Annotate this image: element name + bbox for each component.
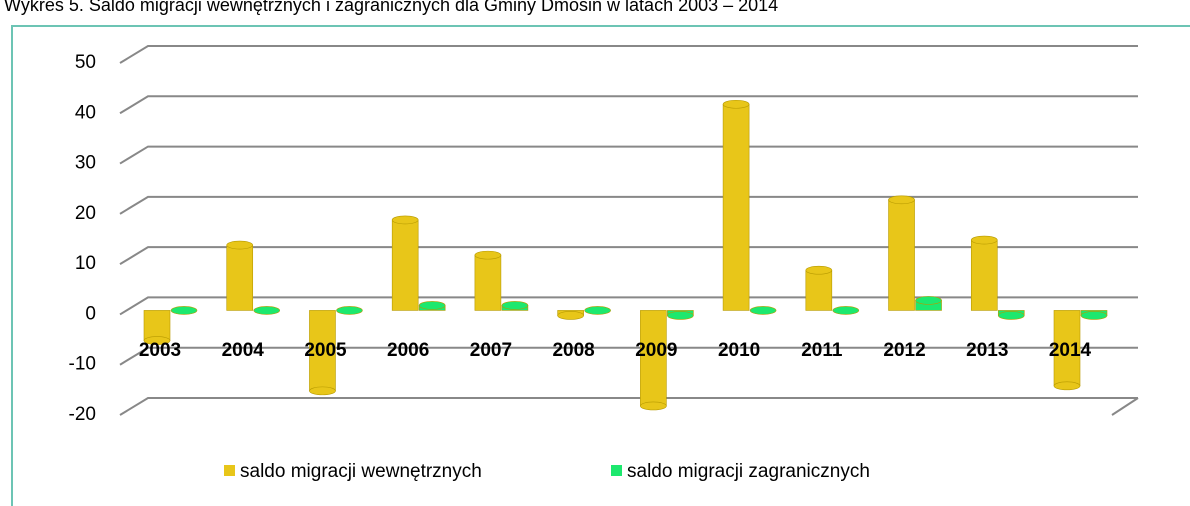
x-tick-label: 2003 (139, 340, 181, 361)
bar-cap (888, 195, 915, 205)
x-tick-label: 2011 (801, 340, 843, 361)
bar-cap (1080, 311, 1108, 320)
y-tick-label: 10 (75, 253, 96, 274)
x-tick-label: 2005 (304, 340, 347, 361)
bar-cap (170, 306, 198, 315)
x-tick-label: 2008 (552, 340, 594, 361)
bar (722, 103, 750, 311)
bar (970, 239, 998, 311)
bar-cap (722, 99, 750, 109)
bar-cap (418, 301, 446, 310)
bar-cap (309, 386, 336, 396)
grid-line (119, 145, 1138, 165)
bar (474, 254, 502, 311)
chart-frame (11, 25, 1190, 506)
bar-cap (997, 311, 1025, 320)
bar-cap (474, 250, 502, 260)
bar-cap (143, 336, 171, 345)
bar (640, 310, 667, 407)
bar (805, 269, 833, 311)
grid-line (119, 346, 1138, 366)
x-tick-label: 2014 (1049, 340, 1092, 361)
bar (143, 310, 171, 341)
bar-cap (226, 240, 254, 250)
x-tick-label: 2007 (470, 340, 512, 361)
grid-line (119, 397, 1138, 416)
x-tick-label: 2004 (222, 340, 265, 361)
x-tick-label: 2009 (635, 340, 677, 361)
y-tick-label: -20 (69, 404, 96, 425)
bar-cap (915, 296, 942, 305)
y-tick-label: 50 (75, 52, 96, 73)
bar (888, 199, 915, 311)
bar-cap (832, 306, 860, 315)
legend-swatch (611, 465, 622, 476)
y-tick-label: 40 (75, 102, 96, 123)
y-tick-label: -10 (69, 354, 96, 375)
bar-cap (667, 311, 694, 320)
y-tick-label: 20 (75, 203, 96, 224)
bar-cap (501, 301, 529, 310)
grid-line (119, 45, 1138, 64)
bar-cap (557, 311, 584, 320)
x-tick-label: 2006 (387, 340, 429, 361)
legend-label: saldo migracji wewnętrznych (240, 461, 482, 482)
floor-edge (1111, 397, 1139, 416)
bar-cap (336, 306, 363, 315)
bar-cap (584, 306, 611, 315)
grid-line (119, 95, 1138, 115)
bar-cap (391, 215, 419, 225)
grid-line (119, 195, 1138, 215)
bar (226, 244, 254, 311)
legend-label: saldo migracji zagranicznych (627, 461, 870, 482)
bar-cap (805, 265, 833, 275)
y-tick-label: 30 (75, 153, 96, 174)
bar (391, 219, 419, 311)
bar-cap (749, 306, 777, 315)
x-tick-label: 2012 (883, 340, 925, 361)
bar-cap (970, 235, 998, 245)
y-tick-label: 0 (85, 303, 96, 324)
chart-title: Wykres 5. Saldo migracji wewnętrznych i … (4, 0, 778, 15)
grid-line (119, 246, 1138, 265)
bar-cap (253, 306, 281, 315)
bar-cap (640, 401, 667, 411)
bar-cap (1053, 381, 1081, 391)
x-tick-label: 2013 (966, 340, 1008, 361)
x-tick-label: 2010 (718, 340, 760, 361)
legend-swatch (224, 465, 235, 476)
